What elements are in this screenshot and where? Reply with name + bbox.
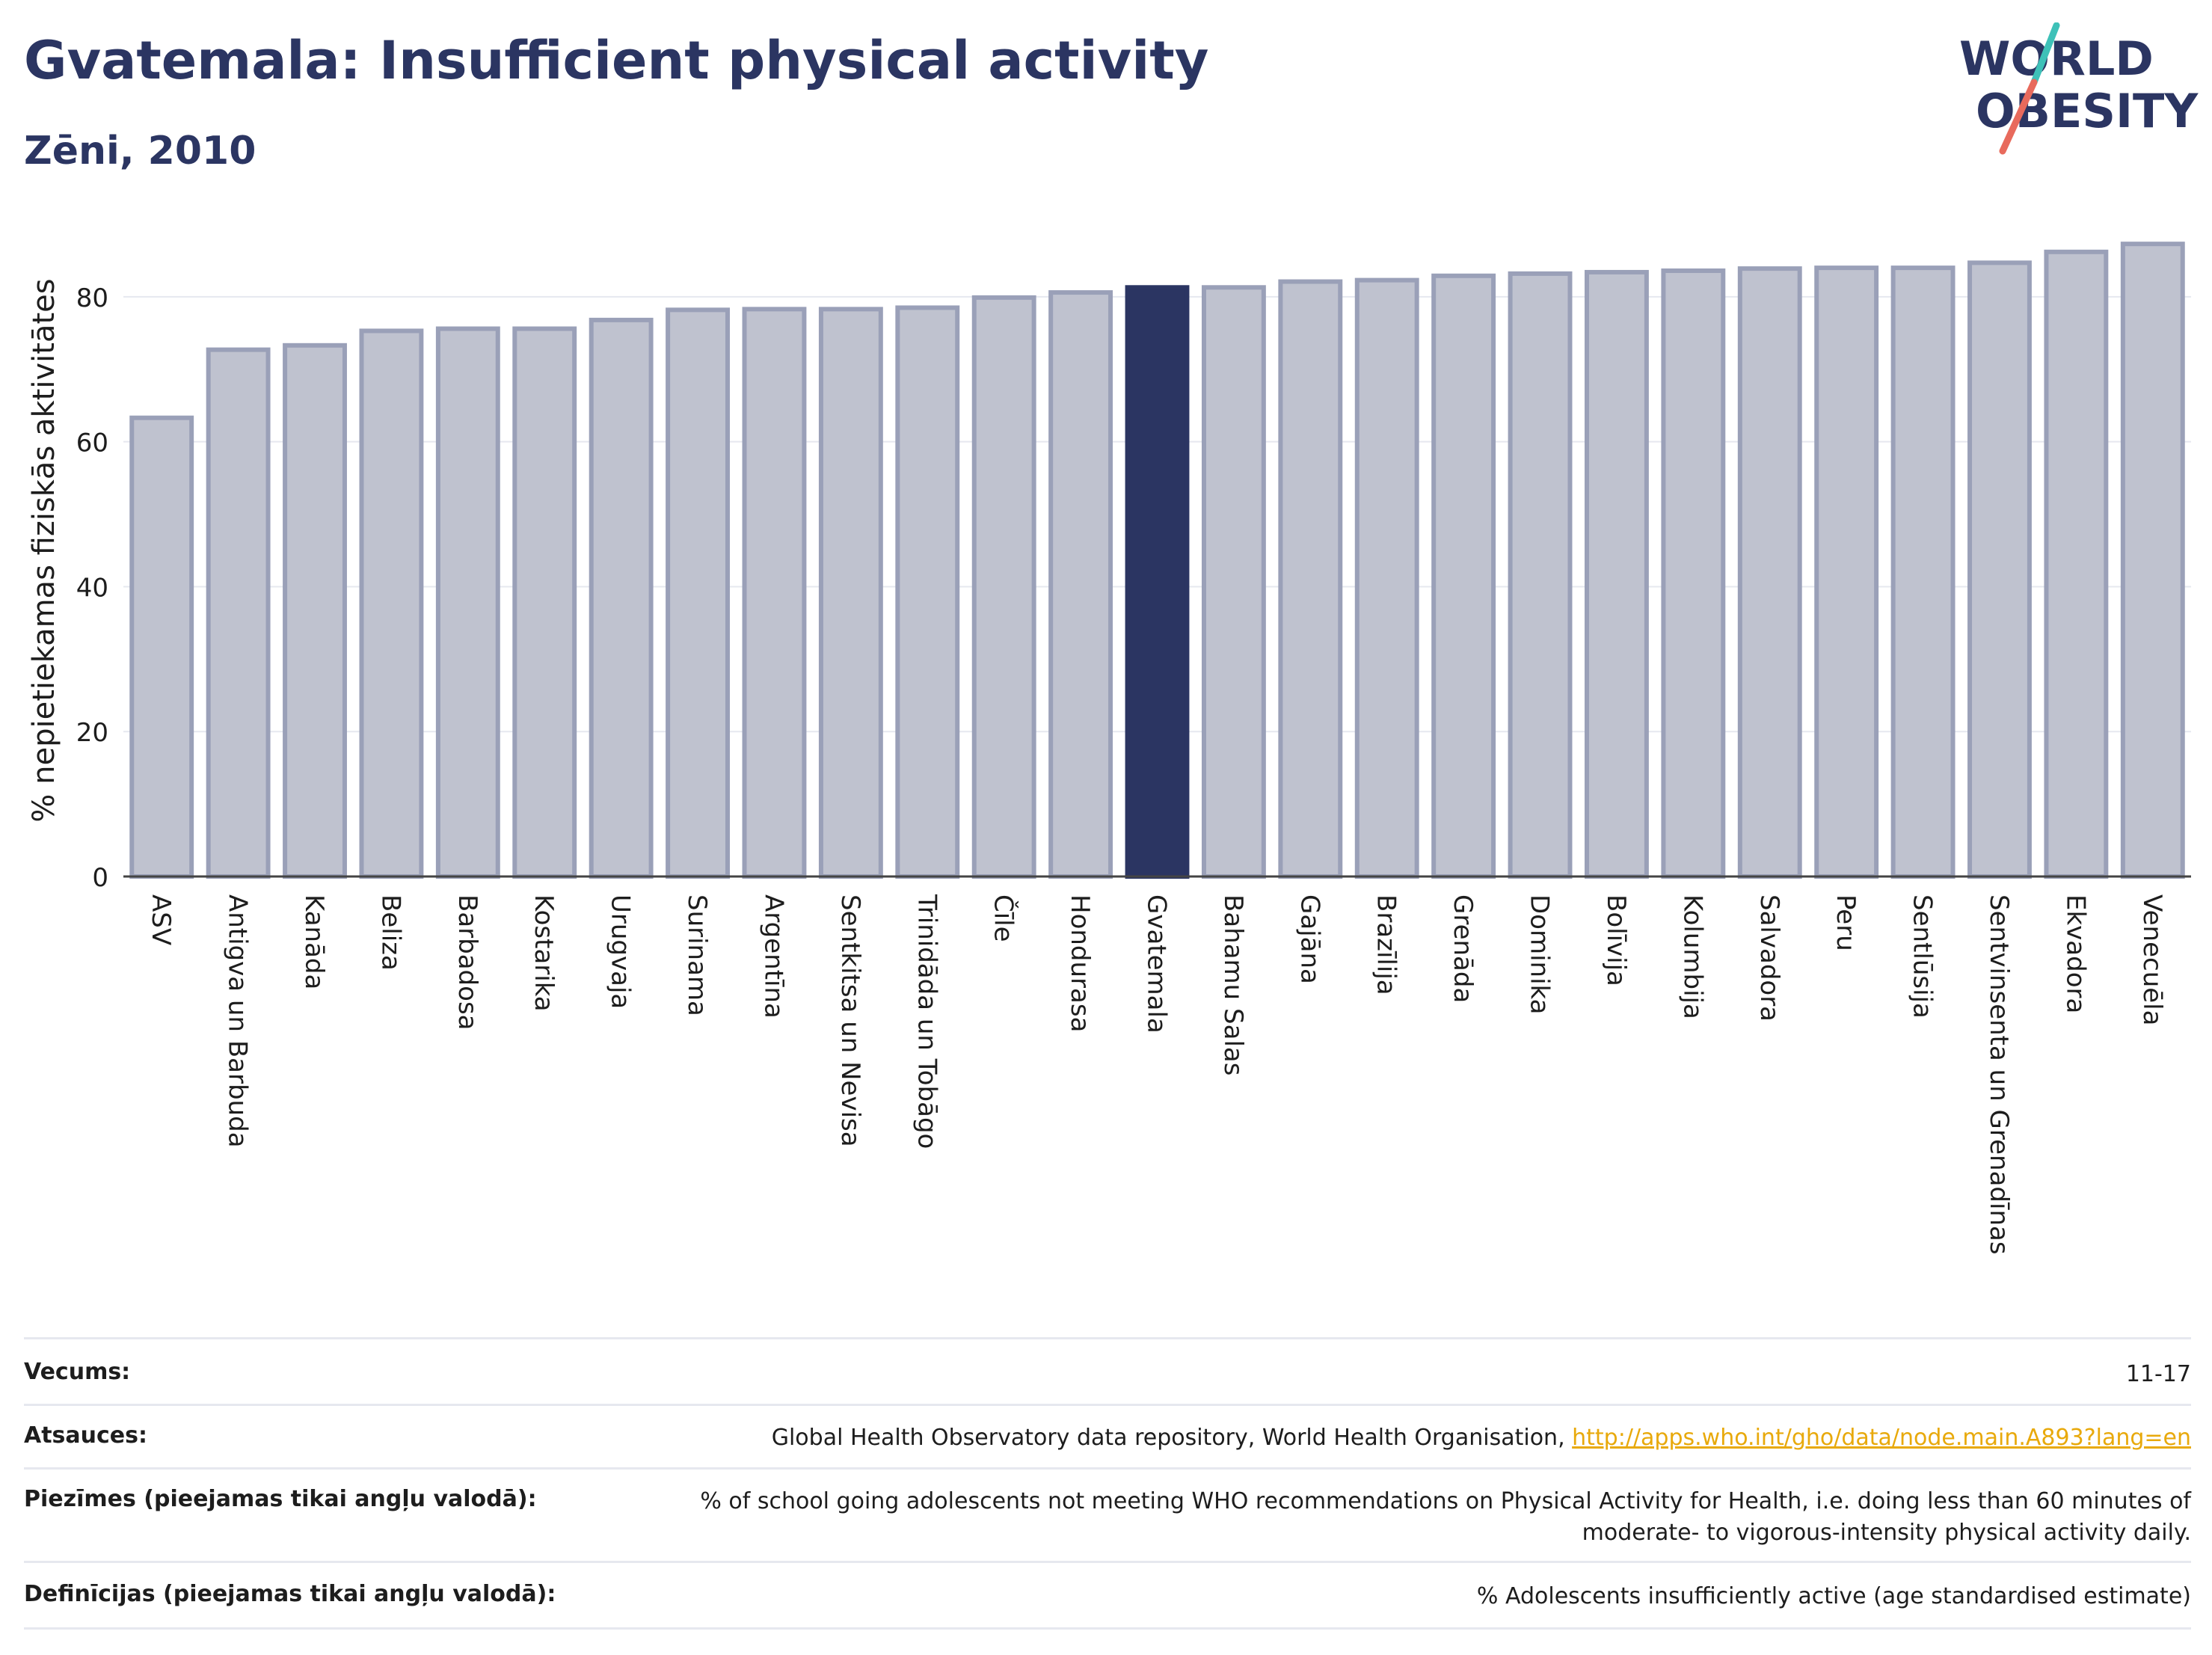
y-tick-label: 80 <box>76 283 108 313</box>
x-tick-label: Kanāda <box>299 894 329 989</box>
x-tick-label: Sentlūsija <box>1908 894 1938 1019</box>
x-tick-label: Brazīlija <box>1371 894 1401 995</box>
meta-age-value: 11-17 <box>2125 1361 2191 1387</box>
x-tick-label: Ekvadora <box>2060 894 2090 1013</box>
bar-18 <box>1508 271 1573 879</box>
bar-3 <box>359 328 424 879</box>
bar-7 <box>666 307 730 879</box>
page-subtitle: Zēni, 2010 <box>24 129 256 174</box>
meta-row-notes: Piezīmes (pieejamas tikai angļu valodā):… <box>24 1467 2191 1561</box>
x-tick-label: Sentkitsa un Nevisa <box>835 894 865 1147</box>
x-tick-label: Antigva un Barbuda <box>223 894 253 1148</box>
y-axis-ticks: 0 20 40 60 80 <box>76 283 108 893</box>
meta-notes-value: % of school going adolescents not meetin… <box>700 1488 2191 1546</box>
meta-defs-value: % Adolescents insufficiently active (age… <box>1476 1583 2191 1609</box>
x-tick-label: Venecuēla <box>2137 894 2167 1025</box>
bar-15 <box>1278 279 1343 879</box>
meta-refs-link[interactable]: http://apps.who.int/gho/data/node.main.A… <box>1572 1425 2191 1451</box>
bar-4 <box>435 326 500 879</box>
bar-chart: 0 20 40 60 80 ASV Antigva un Barbuda Kanāda Bel… <box>27 242 2191 1255</box>
bar-23 <box>1890 265 1956 879</box>
x-tick-label: Argentīna <box>758 894 788 1019</box>
bar-10 <box>895 305 960 879</box>
bar-12 <box>1048 290 1113 879</box>
logo-slash-red <box>1999 79 2038 155</box>
bar-26 <box>2120 242 2185 879</box>
bar-19 <box>1585 269 1649 879</box>
bar-6 <box>589 317 654 879</box>
meta-refs-label: Atsauces: <box>24 1422 147 1449</box>
bar-5 <box>512 326 577 879</box>
y-axis-label: % nepietiekamas fiziskās aktivitātes <box>27 278 61 822</box>
x-tick-label: Dominika <box>1525 894 1555 1014</box>
meta-row-age: Vecums: 11-17 <box>24 1337 2191 1404</box>
bar-21 <box>1737 266 1802 879</box>
meta-refs-value: Global Health Observatory data repositor… <box>772 1422 2191 1454</box>
x-tick-label: Sentvinsenta un Grenadīnas <box>1984 894 2014 1255</box>
x-tick-label: Salvadora <box>1754 894 1784 1022</box>
page-title: Gvatemala: Insufficient physical activit… <box>24 30 1209 91</box>
x-tick-label: ASV <box>146 894 176 945</box>
y-tick-label: 40 <box>76 573 108 603</box>
y-tick-label: 60 <box>76 429 108 458</box>
x-tick-label: Hondurasa <box>1065 894 1095 1032</box>
x-tick-label: Bahamu Salas <box>1218 894 1248 1075</box>
logo-slash-teal <box>2030 22 2060 86</box>
meta-refs-text: Global Health Observatory data repositor… <box>771 1425 1573 1451</box>
logo-text-world: WORLD <box>1959 31 2154 86</box>
meta-notes-label: Piezīmes (pieejamas tikai angļu valodā): <box>24 1486 537 1512</box>
x-tick-label: Grenāda <box>1448 894 1478 1003</box>
bar-13 <box>1125 285 1190 879</box>
meta-row-definitions: Definīcijas (pieejamas tikai angļu valod… <box>24 1561 2191 1630</box>
bar-20 <box>1661 268 1726 879</box>
meta-row-references: Atsauces: Global Health Observatory data… <box>24 1404 2191 1467</box>
bar-22 <box>1814 265 1879 879</box>
bar-14 <box>1201 285 1266 879</box>
bar-17 <box>1431 273 1496 879</box>
x-tick-label: Beliza <box>375 894 405 971</box>
bar-9 <box>818 307 883 879</box>
meta-defs-label: Definīcijas (pieejamas tikai angļu valod… <box>24 1581 556 1607</box>
x-tick-label: Gajāna <box>1294 894 1324 984</box>
metadata-table: Vecums: 11-17 Atsauces: Global Health Ob… <box>24 1337 2191 1630</box>
bar-11 <box>971 295 1036 879</box>
x-tick-label: Peru <box>1831 894 1861 951</box>
x-axis-labels: ASV Antigva un Barbuda Kanāda Beliza Barbado… <box>146 894 2167 1255</box>
bar-1 <box>206 347 271 879</box>
bar-8 <box>742 307 807 879</box>
bar-2 <box>283 343 347 879</box>
bar-25 <box>2044 249 2109 879</box>
meta-age-label: Vecums: <box>24 1359 131 1385</box>
x-tick-label: Kolumbija <box>1677 894 1707 1019</box>
y-tick-label: 20 <box>76 718 108 748</box>
bar-24 <box>1967 260 2032 879</box>
x-tick-label: Kostarika <box>529 894 559 1012</box>
x-tick-label: Barbadosa <box>452 894 482 1031</box>
x-tick-label: Urugvaja <box>606 894 636 1009</box>
x-tick-label: Bolīvija <box>1601 894 1631 986</box>
x-tick-label: Čīle <box>989 894 1019 942</box>
x-tick-label: Surinama <box>682 894 712 1016</box>
x-tick-label: Gvatemala <box>1142 894 1172 1034</box>
x-tick-label: Trinidāda un Tobāgo <box>912 894 941 1149</box>
world-obesity-logo: WORLD OBESITY <box>1959 22 2199 155</box>
bar-0 <box>129 415 194 879</box>
y-tick-label: 0 <box>92 863 108 893</box>
bar-16 <box>1354 277 1419 879</box>
chart-bars <box>129 242 2185 879</box>
